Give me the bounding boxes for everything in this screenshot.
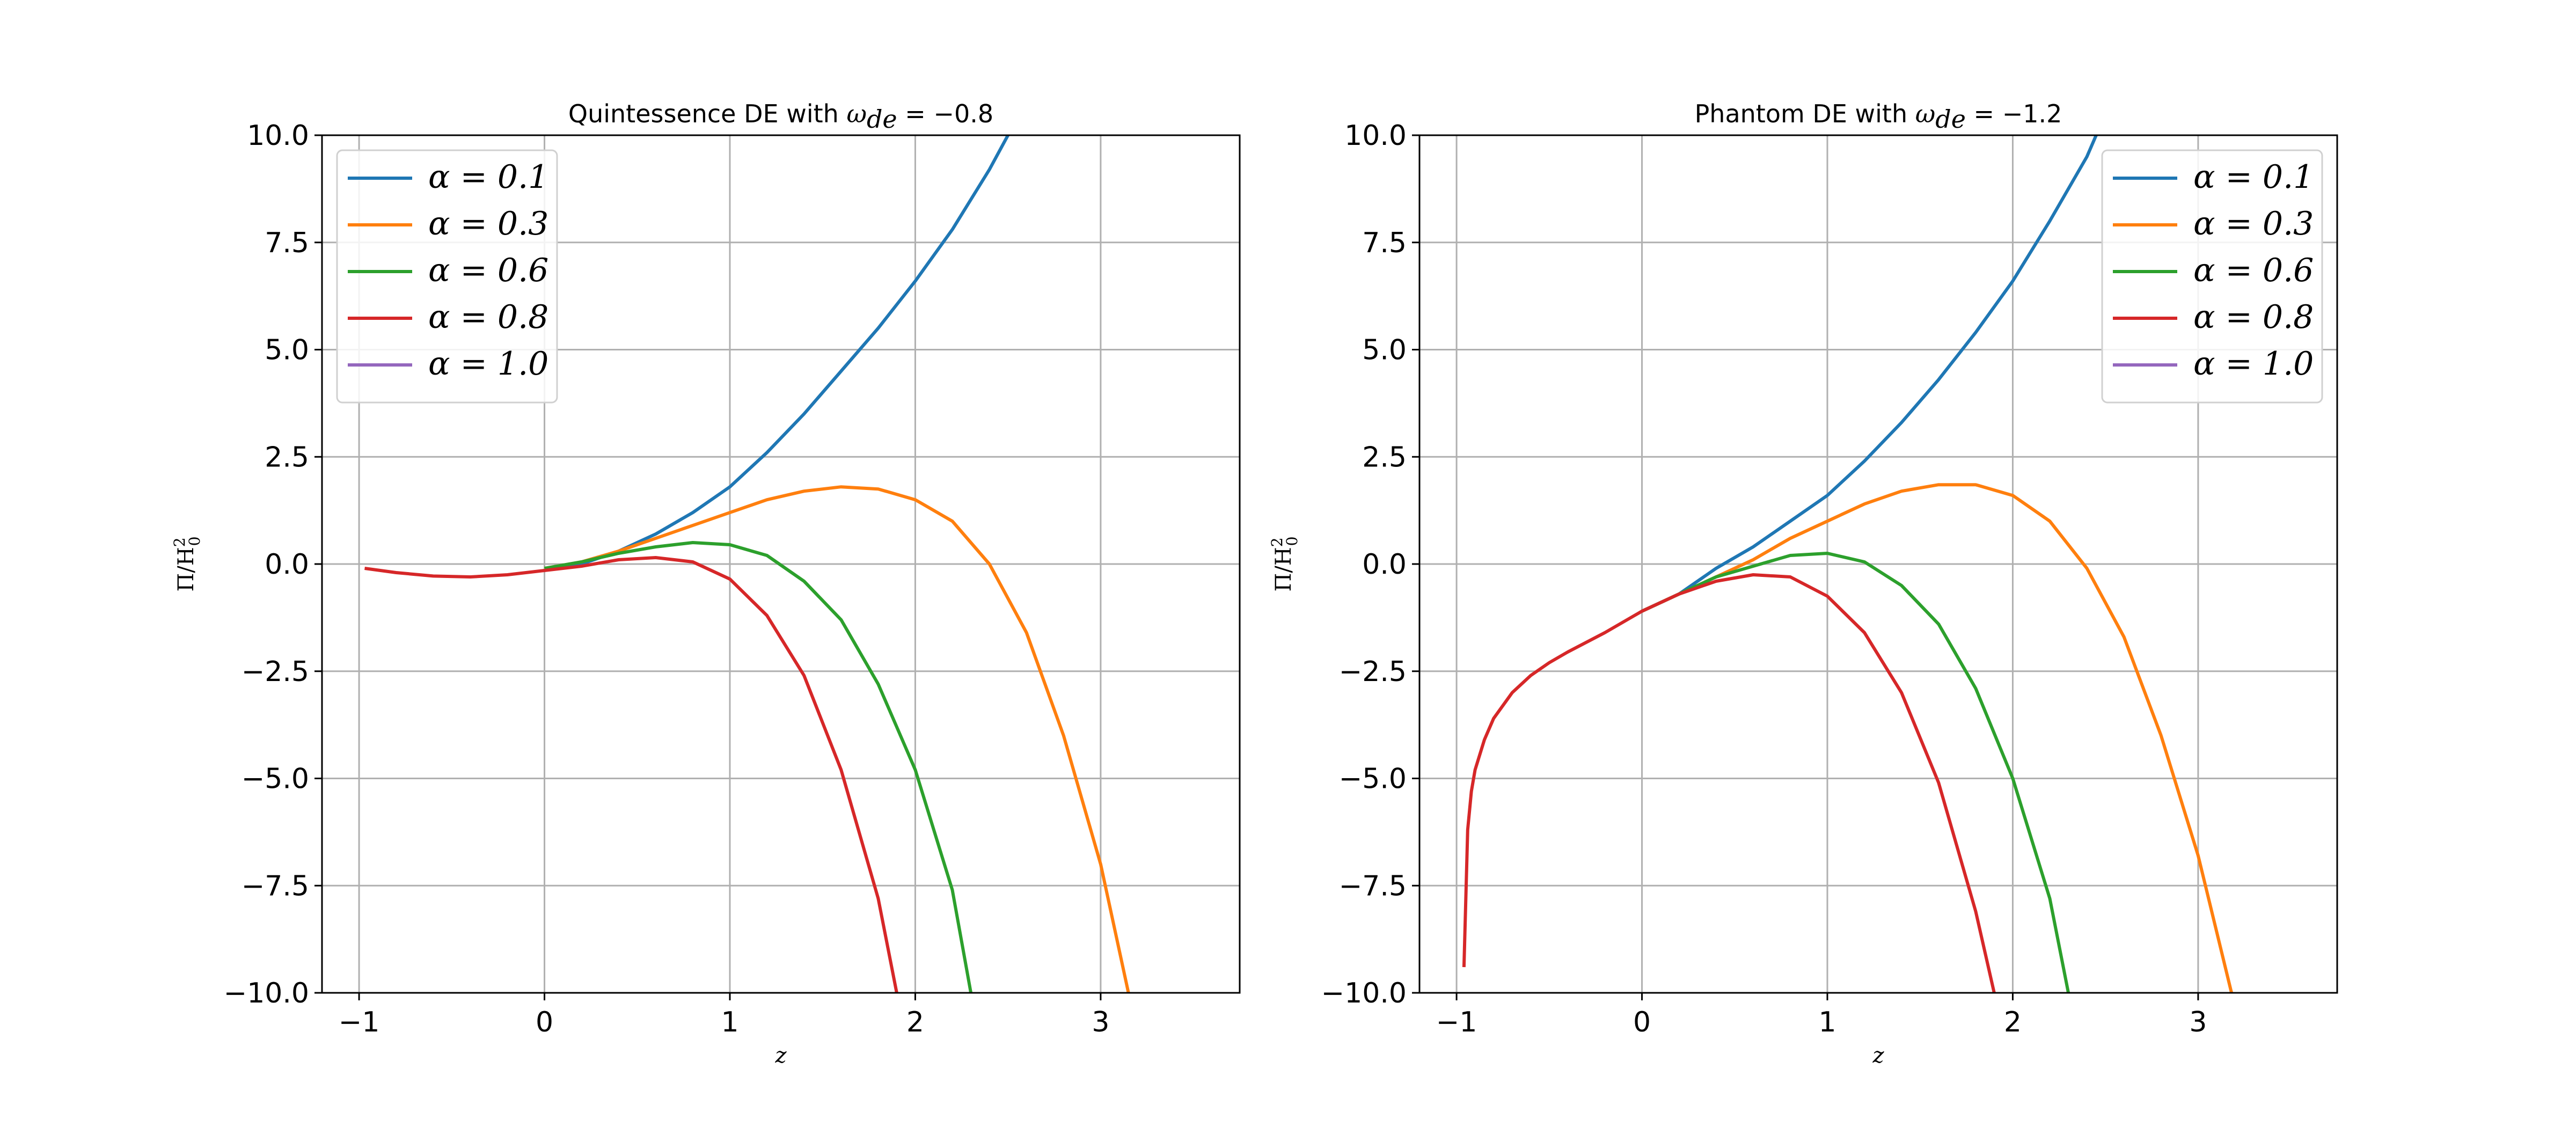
series-line-2: [1641, 483, 2234, 993]
legend-box: [2101, 149, 2323, 404]
legend-item: α = 0.6: [2113, 252, 2314, 289]
legend-item: α = 0.3: [348, 205, 548, 243]
x-axis-label: z: [774, 1043, 787, 1068]
y-tick-label: 5.0: [265, 334, 309, 367]
legend-label: α = 0.1: [428, 158, 548, 196]
series-line-1: [544, 135, 1009, 570]
legend-label: α = 0.8: [428, 298, 548, 336]
y-tick-label: −7.5: [1339, 870, 1407, 902]
y-tick-label: 10.0: [247, 120, 309, 152]
legend: α = 0.1 α = 0.3 α = 0.6 α = 0.8 α = 1.0: [2101, 149, 2323, 404]
y-tick-label: 0.0: [1362, 548, 1407, 581]
legend-label: α = 1.0: [2193, 345, 2314, 383]
legend-item: α = 0.6: [348, 252, 548, 289]
x-tick-label: 3: [2189, 1006, 2207, 1038]
legend-label: α = 0.3: [428, 205, 548, 243]
y-tick-label: −5.0: [241, 763, 309, 795]
y-axis-label: Π/H20: [171, 537, 203, 592]
x-tick-label: 0: [536, 1006, 553, 1038]
y-tick-label: −5.0: [1339, 763, 1407, 795]
y-tick-label: 7.5: [265, 227, 309, 259]
legend-box: [336, 149, 558, 404]
chart-title: Phantom DE with ωde = −1.2: [1695, 99, 2062, 134]
y-tick-label: 2.5: [265, 441, 309, 473]
y-tick-label: 7.5: [1362, 227, 1407, 259]
legend-label: α = 0.6: [2193, 252, 2314, 289]
x-tick-label: 0: [1633, 1006, 1651, 1038]
legend-item: α = 0.3: [2113, 205, 2314, 243]
series-line-4: [364, 556, 898, 993]
series-line-3: [1641, 552, 2070, 993]
x-tick-label: 3: [1092, 1006, 1109, 1038]
y-tick-label: −7.5: [241, 870, 309, 902]
x-tick-label: 1: [1818, 1006, 1836, 1038]
legend-label: α = 0.6: [428, 252, 548, 289]
y-axis-label: Π/H20: [1268, 537, 1301, 592]
y-tick-label: −10.0: [224, 977, 309, 1009]
chart-panel-1: −1 0 1 2 3 −10.0 −7.5 −5.0 −2.5 0.0 2.5 5.0 7.5 10.0 Q…: [171, 99, 1241, 1068]
legend-item: α = 1.0: [348, 345, 548, 383]
legend-item: α = 0.1: [2113, 158, 2314, 196]
chart-panel-2: −1 0 1 2 3 −10.0 −7.5 −5.0 −2.5 0.0 2.5 5.0 7.5 10.0 P…: [1268, 99, 2338, 1068]
y-tick-label: 0.0: [265, 548, 309, 581]
series-line-1: [1641, 135, 2098, 613]
y-tick-label: −2.5: [241, 656, 309, 688]
y-tick-label: 10.0: [1344, 120, 1407, 152]
series-line-2: [544, 485, 1130, 993]
y-tick-label: 2.5: [1362, 441, 1407, 473]
legend-label: α = 1.0: [428, 345, 548, 383]
x-tick-label: −1: [339, 1006, 380, 1038]
series-line-3: [544, 541, 973, 993]
x-tick-label: 2: [2004, 1006, 2022, 1038]
legend-item: α = 0.1: [348, 158, 548, 196]
legend-item: α = 0.8: [2113, 298, 2314, 336]
legend-item: α = 1.0: [2113, 345, 2314, 383]
legend-item: α = 0.8: [348, 298, 548, 336]
x-tick-label: 2: [906, 1006, 924, 1038]
y-tick-label: 5.0: [1362, 334, 1407, 367]
series-line-4: [1462, 573, 1996, 993]
x-axis-label: z: [1872, 1043, 1884, 1068]
x-tick-label: 1: [721, 1006, 738, 1038]
legend-label: α = 0.8: [2193, 298, 2314, 336]
y-tick-label: −10.0: [1321, 977, 1407, 1009]
legend-label: α = 0.3: [2193, 205, 2314, 243]
chart-title: Quintessence DE with ωde = −0.8: [568, 99, 993, 134]
y-tick-label: −2.5: [1339, 656, 1407, 688]
legend-label: α = 0.1: [2193, 158, 2314, 196]
x-tick-label: −1: [1436, 1006, 1477, 1038]
legend: α = 0.1 α = 0.3 α = 0.6 α = 0.8 α = 1.0: [336, 149, 558, 404]
